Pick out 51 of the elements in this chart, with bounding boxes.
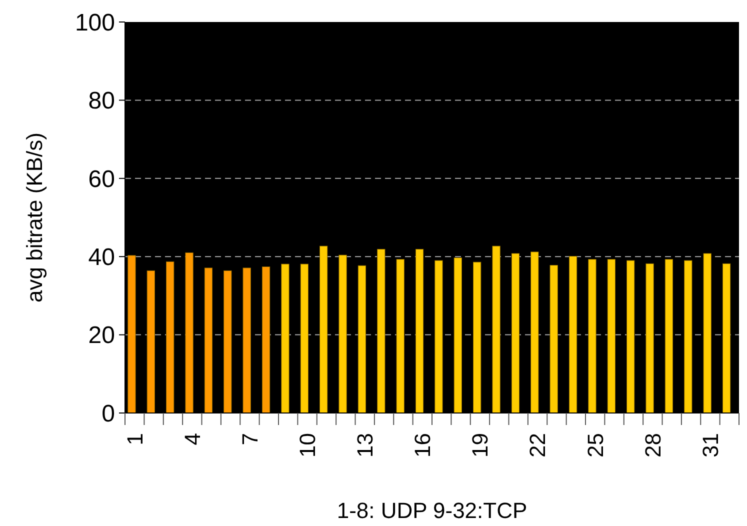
y-tick-label: 20	[88, 322, 115, 350]
bar	[568, 256, 578, 414]
bar	[338, 254, 347, 414]
y-tick-label: 0	[102, 400, 115, 428]
x-tick-label: 22	[525, 433, 550, 458]
x-tick-label: 28	[640, 433, 666, 458]
bar	[396, 259, 404, 414]
bar	[300, 264, 308, 414]
bar	[588, 259, 596, 414]
x-tick-label: 10	[294, 433, 320, 458]
y-tick-label: 60	[88, 166, 115, 193]
bar	[281, 264, 290, 414]
bar	[377, 248, 386, 414]
bar	[492, 246, 500, 414]
bar	[146, 270, 155, 414]
bar	[358, 265, 366, 414]
x-tick-label: 16	[410, 433, 436, 458]
bar	[224, 270, 232, 414]
bar	[320, 246, 328, 414]
x-tick-label: 25	[582, 433, 608, 458]
bar	[128, 255, 136, 414]
y-tick-label: 40	[88, 244, 115, 271]
x-tick-label: 31	[698, 433, 723, 458]
bar	[242, 268, 251, 414]
bar	[434, 260, 443, 414]
x-tick-label: 13	[352, 433, 378, 458]
bar	[703, 253, 712, 414]
bar	[454, 258, 462, 414]
y-tick-label: 80	[88, 88, 115, 115]
bar	[415, 248, 424, 414]
x-tick-label: 1	[122, 433, 148, 446]
bar	[185, 252, 194, 414]
bar	[511, 253, 520, 414]
bar	[473, 262, 482, 414]
x-axis-title: 1-8: UDP 9-32:TCP	[336, 498, 528, 523]
bar	[607, 259, 616, 414]
bar	[684, 260, 692, 414]
x-tick-label: 19	[468, 433, 493, 458]
bar	[166, 261, 174, 414]
y-tick-label: 100	[74, 9, 115, 36]
bar	[646, 263, 654, 414]
y-axis-title: avg bitrate (KB/s)	[22, 132, 47, 302]
bar	[664, 259, 674, 414]
x-tick-label: 4	[180, 433, 205, 446]
bar	[204, 268, 213, 414]
bar	[722, 263, 731, 414]
bar	[550, 264, 558, 414]
bar	[626, 260, 635, 414]
x-tick-label: 7	[237, 433, 262, 446]
bar	[262, 266, 270, 414]
bar	[530, 252, 539, 414]
